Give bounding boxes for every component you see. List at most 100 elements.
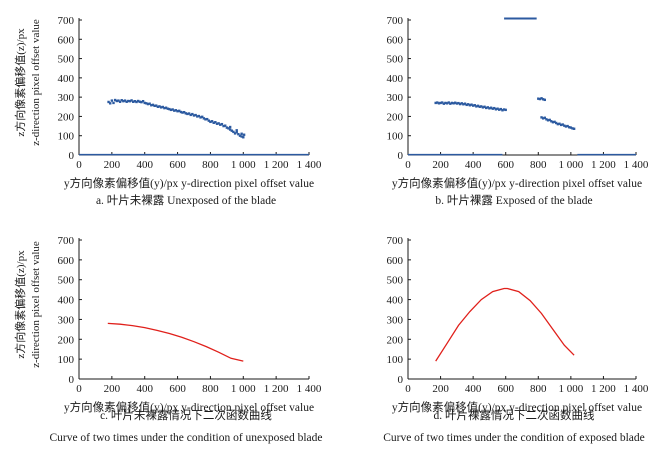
data-point [540,116,543,119]
y-axis-label: z方向像素偏移值(z)/px [13,250,27,359]
y-tick-label: 100 [387,131,404,143]
chart-panel-1: 0 200 400 600 800 1 000 1 200 1 400 0 100 200 300 40… [13,15,322,207]
data-point [494,108,498,111]
data-point [117,99,120,102]
x-axis-label: y方向像素偏移值(y)/px y-direction pixel offset … [392,400,642,414]
panel-caption: Curve of two times under the condition o… [383,432,645,444]
data-point [540,97,543,100]
data-point [564,125,568,128]
x-tick-label: 200 [104,159,121,171]
data-point [140,100,143,104]
data-point [186,112,189,116]
x-tick-label: 800 [530,383,547,395]
data-point [225,126,229,129]
data-point [156,105,160,108]
x-tick-label: 1 200 [591,383,616,395]
x-tick-label: 600 [169,159,186,171]
data-point [484,106,488,110]
x-tick-label: 400 [465,383,482,395]
x-tick-label: 200 [104,383,121,395]
data-point [467,103,470,106]
data-point [434,101,437,105]
chart-panel-4: 0 200 400 600 800 1 000 1 200 1 400 0 100 200 300 40… [383,235,649,444]
panel-caption: a. 叶片未裸露 Unexposed of the blade [96,193,276,207]
data-point [541,117,545,120]
data-point [445,102,449,105]
x-tick-label: 1 400 [624,383,649,395]
y-tick-label: 200 [387,334,404,346]
data-point [568,126,571,129]
data-point [123,99,127,102]
data-point [120,99,123,102]
data-point [558,122,561,125]
y-tick-label: 300 [387,92,404,104]
data-point [481,106,485,109]
data-point [151,103,155,107]
data-point [476,104,480,108]
data-point [442,102,446,105]
data-point [222,124,225,128]
x-tick-label: 600 [497,159,514,171]
x-tick-label: 1 200 [264,159,289,171]
data-point [571,127,574,130]
y-tick-label: 0 [69,150,75,162]
data-point [128,99,132,103]
data-point [159,106,163,109]
x-tick-label: 0 [76,383,82,395]
x-tick-label: 800 [202,159,219,171]
data-point [125,100,128,103]
y-tick-label: 700 [58,15,75,27]
data-point [214,121,217,124]
data-point [233,132,237,135]
data-point [468,104,472,107]
data-point [135,100,138,104]
data-point [148,102,151,105]
data-point [133,99,137,103]
data-point [463,102,467,105]
data-point [227,127,230,130]
data-point [217,122,220,125]
data-point [537,97,540,100]
data-point [194,113,197,117]
y-tick-label: 300 [387,314,404,326]
data-point [555,121,558,125]
data-point [219,123,222,126]
data-point [232,130,235,134]
data-point [182,110,186,114]
y-tick-label: 400 [58,295,75,307]
data-point [169,108,173,112]
data-point [113,98,117,102]
data-point [127,99,130,103]
data-point [205,117,209,121]
y-tick-label: 500 [387,54,404,66]
data-point [489,106,493,109]
data-point [449,102,452,105]
data-point [212,121,215,124]
data-point [546,119,550,122]
data-point [204,118,207,121]
data-point [176,110,179,113]
data-point [548,118,551,122]
data-point [473,104,476,107]
data-point [543,98,546,102]
data-point [238,134,242,137]
panel-caption: b. 叶片裸露 Exposed of the blade [435,193,592,207]
y-tick-label: 500 [58,54,75,66]
data-point [488,107,491,110]
data-point [202,117,206,120]
data-point [235,131,238,134]
data-point [191,112,194,116]
x-axis-label: y方向像素偏移值(y)/px y-direction pixel offset … [64,400,314,414]
data-point [465,103,468,107]
data-point [538,97,542,101]
y-axis-label-en: z-direction pixel offset value [30,19,42,146]
y-tick-label: 100 [58,354,75,366]
data-point [439,101,442,105]
data-point [553,120,556,124]
data-point [478,105,481,108]
x-tick-label: 1 400 [624,159,649,171]
data-point [450,101,454,105]
data-point [240,132,243,135]
data-point [242,133,246,136]
